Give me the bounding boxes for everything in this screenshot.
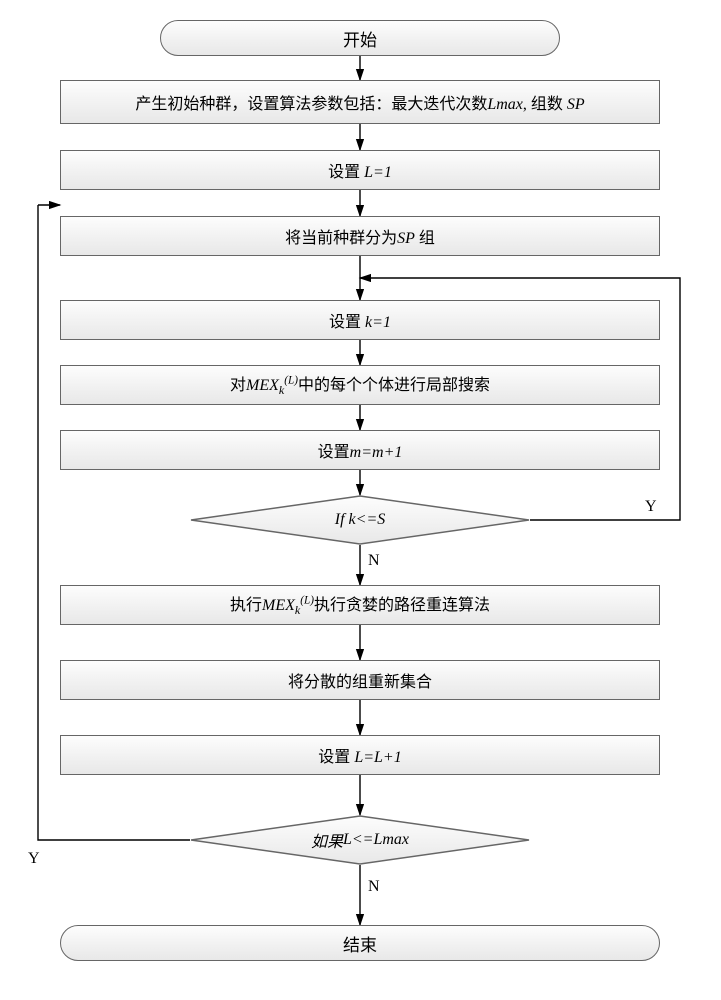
- dec2-no-label: N: [368, 878, 380, 896]
- regroup-label: 将分散的组重新集合: [288, 668, 432, 692]
- start-label: 开始: [343, 26, 377, 51]
- regroup-node: 将分散的组重新集合: [60, 660, 660, 700]
- dec1-yes-label: Y: [645, 498, 657, 516]
- end-node: 结束: [60, 925, 660, 961]
- dec2-yes-label: Y: [28, 850, 40, 868]
- start-node: 开始: [160, 20, 560, 56]
- end-label: 结束: [343, 931, 377, 956]
- inc-l-label: 设置 L=L+1: [318, 743, 401, 767]
- set-l1-node: 设置 L=1: [60, 150, 660, 190]
- split-label: 将当前种群分为SP 组: [285, 224, 435, 248]
- init-label: 产生初始种群，设置算法参数包括：最大迭代次数Lmax, 组数 SP: [135, 90, 584, 114]
- local-search-node: 对MEXk(L)中的每个个体进行局部搜索: [60, 365, 660, 405]
- decision-k-node: If k<=S: [190, 495, 530, 545]
- decision-l-node: 如果 L<=Lmax: [190, 815, 530, 865]
- set-l1-label: 设置 L=1: [328, 158, 392, 182]
- split-node: 将当前种群分为SP 组: [60, 216, 660, 256]
- decision-k-label: If k<=S: [190, 495, 530, 545]
- set-k1-node: 设置 k=1: [60, 300, 660, 340]
- init-node: 产生初始种群，设置算法参数包括：最大迭代次数Lmax, 组数 SP: [60, 80, 660, 124]
- inc-l-node: 设置 L=L+1: [60, 735, 660, 775]
- greedy-label: 执行MEXk(L)执行贪婪的路径重连算法: [230, 591, 490, 618]
- decision-l-label: 如果 L<=Lmax: [190, 815, 530, 865]
- greedy-node: 执行MEXk(L)执行贪婪的路径重连算法: [60, 585, 660, 625]
- inc-m-label: 设置m=m+1: [318, 438, 403, 462]
- inc-m-node: 设置m=m+1: [60, 430, 660, 470]
- set-k1-label: 设置 k=1: [329, 308, 391, 332]
- local-search-label: 对MEXk(L)中的每个个体进行局部搜索: [230, 371, 490, 398]
- flowchart-container: 开始 产生初始种群，设置算法参数包括：最大迭代次数Lmax, 组数 SP 设置 …: [20, 20, 701, 980]
- dec1-no-label: N: [368, 552, 380, 570]
